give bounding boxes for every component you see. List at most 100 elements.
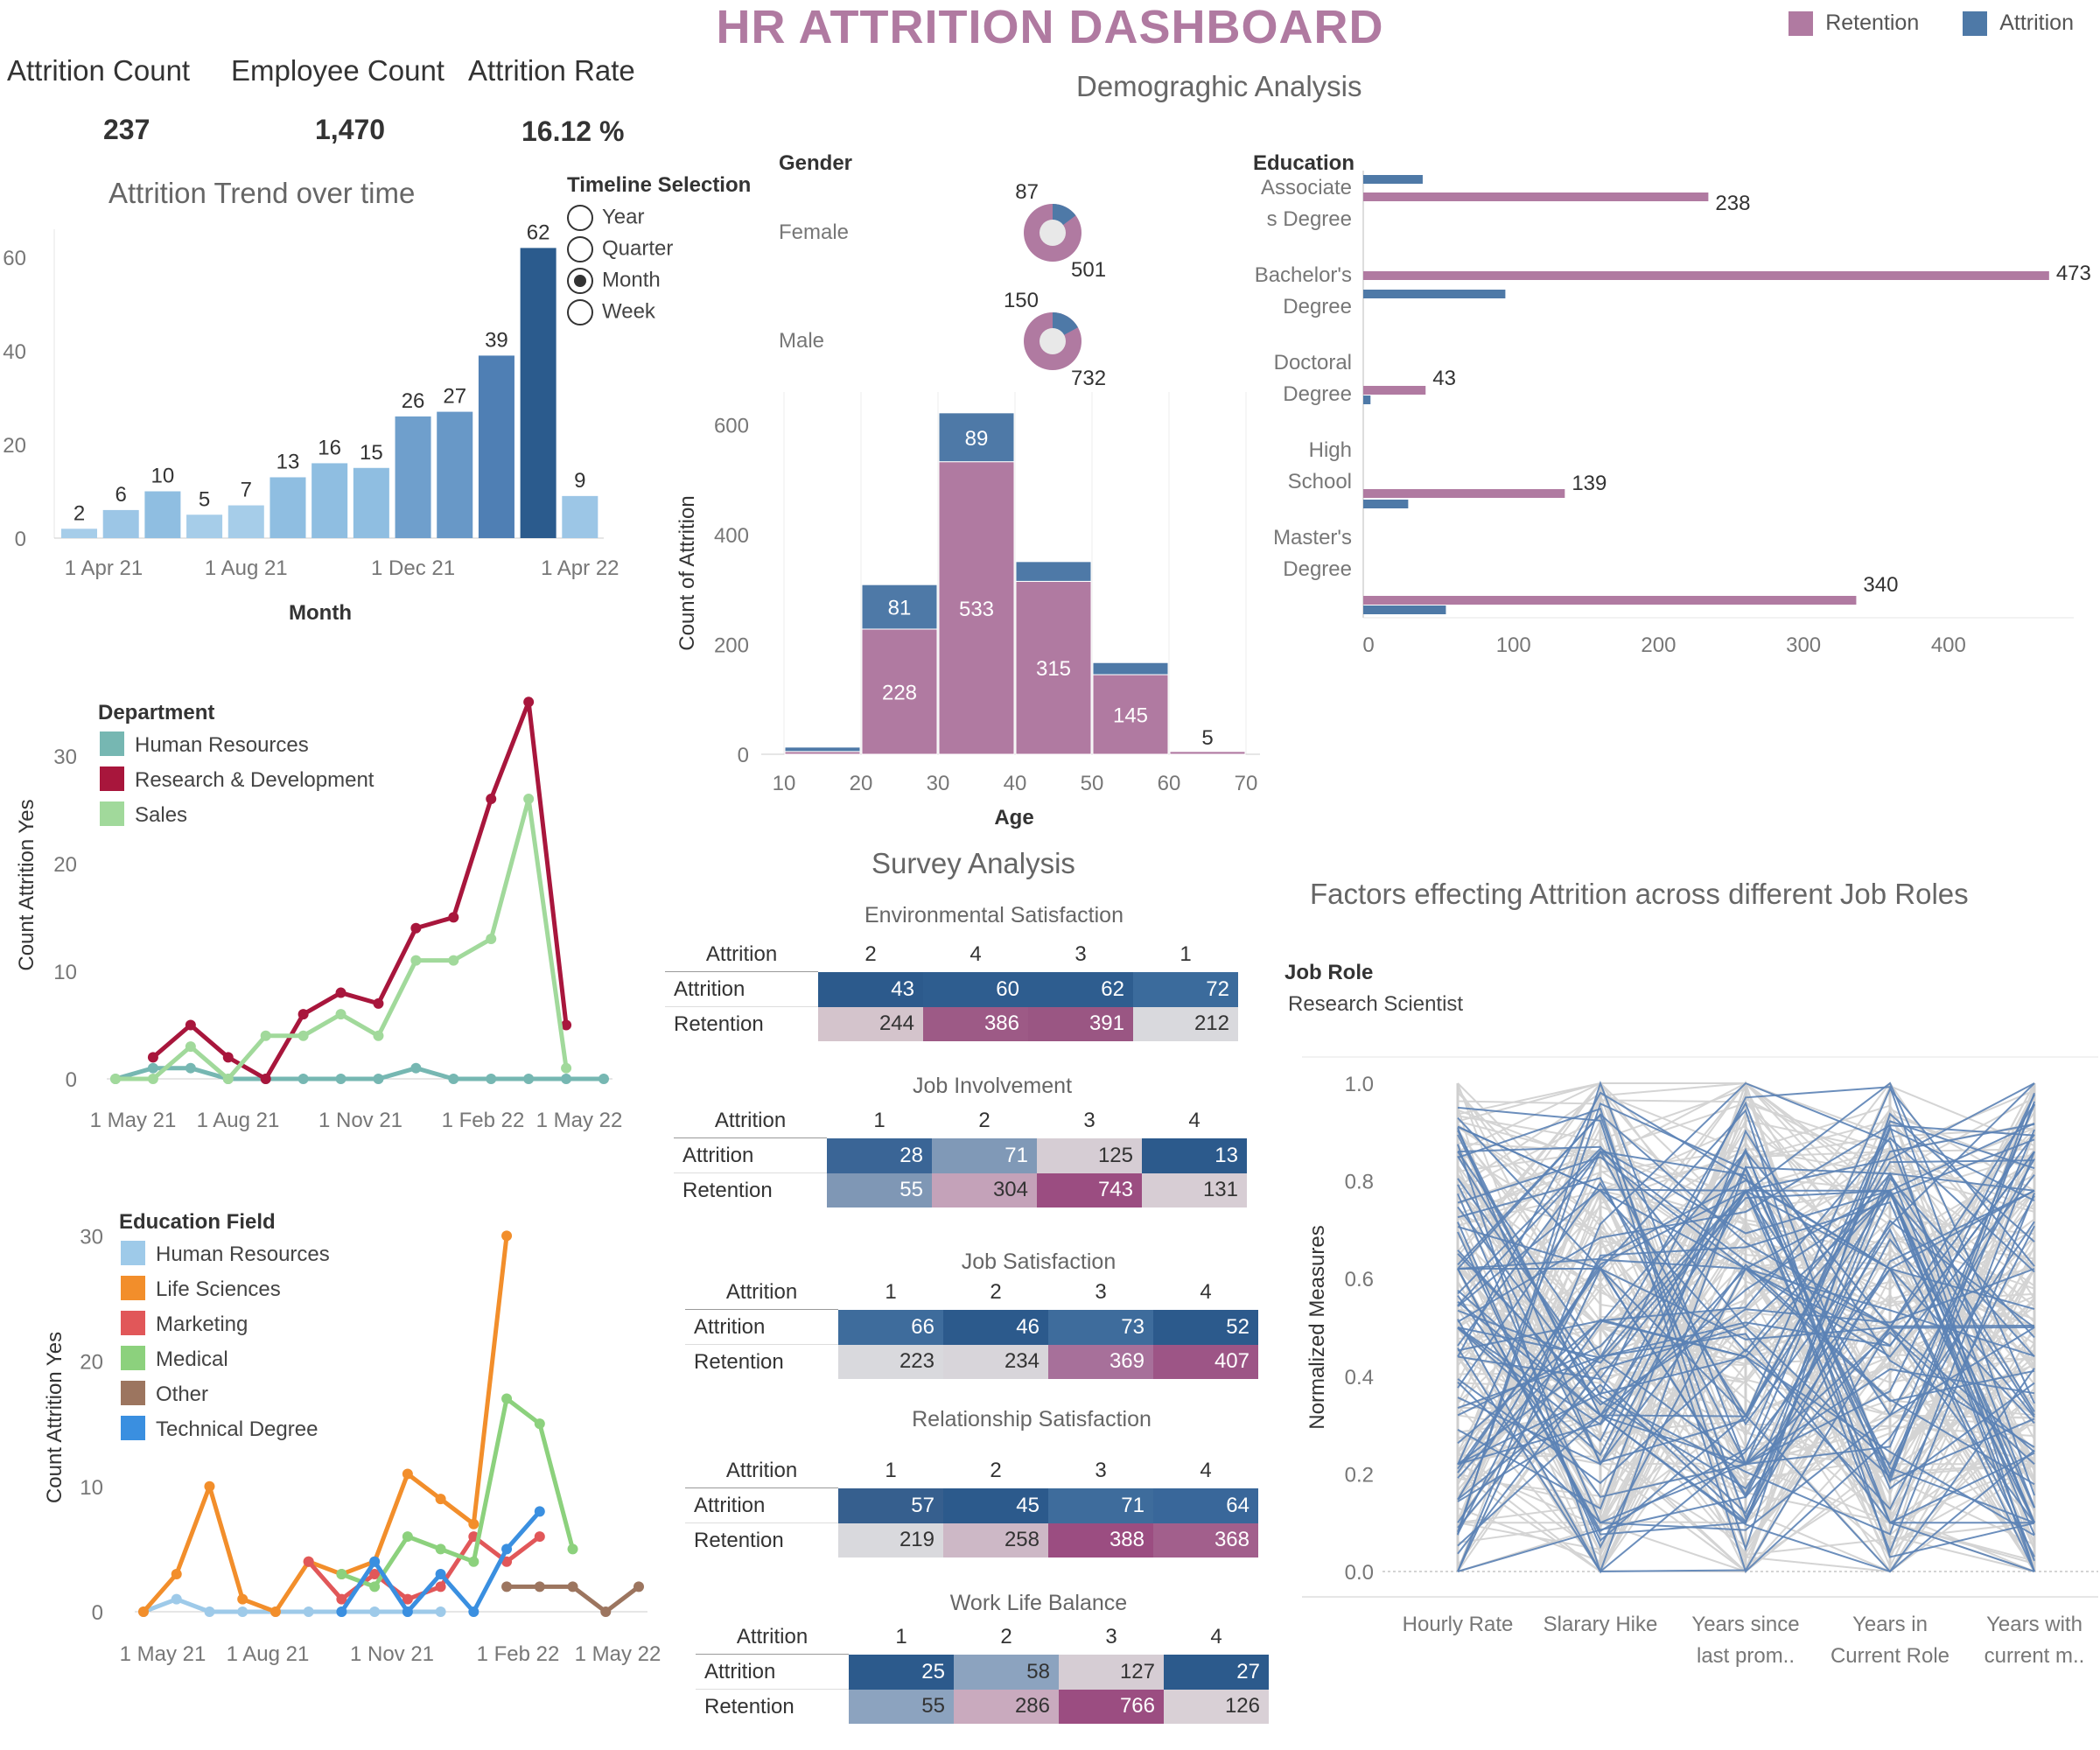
survey-cell[interactable]: 45 (943, 1488, 1048, 1523)
survey-cell[interactable]: 391 (1028, 1006, 1133, 1041)
survey-cell[interactable]: 407 (1153, 1344, 1258, 1379)
survey-cell[interactable]: 127 (1059, 1654, 1164, 1690)
survey-header-label: Attrition (696, 1620, 849, 1655)
survey-cell[interactable]: 58 (954, 1654, 1059, 1690)
survey-cell[interactable]: 125 (1037, 1138, 1142, 1173)
survey-cell[interactable]: 766 (1059, 1689, 1164, 1724)
survey-cell[interactable]: 60 (923, 971, 1028, 1007)
education-field-point (435, 1569, 446, 1580)
survey-cell[interactable]: 212 (1133, 1006, 1238, 1041)
department-point (147, 1062, 158, 1074)
department-point (486, 794, 497, 805)
survey-cell[interactable]: 46 (943, 1309, 1048, 1345)
survey-cell[interactable]: 73 (1048, 1309, 1153, 1345)
survey-cell[interactable]: 369 (1048, 1344, 1153, 1379)
education-field-legend-title: Education Field (119, 1210, 276, 1234)
department-point (222, 1074, 234, 1084)
parallel-line-attrition (1457, 1129, 2035, 1485)
survey-cell[interactable]: 234 (943, 1344, 1048, 1379)
survey-header-label: Attrition (674, 1104, 827, 1138)
education-x-tick: 200 (1641, 634, 1676, 657)
radio-circle[interactable] (567, 236, 593, 262)
job-role-filter[interactable]: Research Scientist (1288, 992, 1464, 1016)
gender-donut-hole (1040, 328, 1066, 354)
survey-cell[interactable]: 52 (1153, 1309, 1258, 1345)
department-point (260, 1074, 271, 1084)
survey-cell[interactable]: 64 (1153, 1488, 1258, 1523)
survey-col-header: 4 (1200, 1459, 1212, 1483)
survey-cell[interactable]: 368 (1153, 1522, 1258, 1558)
age-attrition-bar (1015, 561, 1092, 582)
legend-attrition[interactable]: Attrition (1963, 10, 2074, 37)
education-field-x-tick: 1 May 21 (120, 1642, 206, 1666)
age-x-tick: 40 (1004, 772, 1027, 795)
education-field-point (237, 1593, 248, 1605)
survey-cell[interactable]: 258 (943, 1522, 1048, 1558)
radio-circle[interactable] (567, 268, 593, 294)
survey-cell[interactable]: 72 (1133, 971, 1238, 1007)
survey-col-header: 3 (1105, 1625, 1117, 1649)
parallel-y-tick: 0.2 (1345, 1463, 1374, 1487)
education-data-label: 238 (1715, 192, 1750, 215)
education-field-y-tick: 20 (80, 1351, 103, 1375)
radio-circle[interactable] (567, 205, 593, 231)
survey-cell[interactable]: 57 (838, 1488, 943, 1523)
timeline-option-quarter[interactable]: Quarter (567, 236, 673, 268)
survey-cell[interactable]: 55 (827, 1172, 932, 1208)
survey-cell[interactable]: 219 (838, 1522, 943, 1558)
department-legend-title: Department (98, 701, 214, 724)
education-field-x-tick: 1 Aug 21 (227, 1642, 310, 1666)
department-point (410, 955, 422, 966)
survey-cell[interactable]: 126 (1164, 1689, 1269, 1724)
education-field-legend-label: Marketing (156, 1312, 248, 1336)
survey-row-label: Attrition (685, 1488, 838, 1523)
survey-cell[interactable]: 28 (827, 1138, 932, 1173)
survey-cell[interactable]: 25 (849, 1654, 954, 1690)
education-data-label: 43 (1432, 367, 1456, 390)
survey-col-header: 4 (1210, 1625, 1222, 1649)
survey-title-2: Job Satisfaction (961, 1250, 1116, 1274)
survey-cell[interactable]: 131 (1142, 1172, 1247, 1208)
department-point (448, 1074, 459, 1084)
education-field-point (468, 1556, 480, 1567)
survey-cell[interactable]: 244 (818, 1006, 923, 1041)
parallel-line-attrition (1457, 1082, 2035, 1426)
legend-retention[interactable]: Retention (1788, 10, 1919, 37)
survey-cell[interactable]: 388 (1048, 1522, 1153, 1558)
survey-row-label: Retention (682, 1178, 773, 1202)
timeline-option-year[interactable]: Year (567, 205, 673, 236)
survey-cell[interactable]: 66 (838, 1309, 943, 1345)
survey-cell[interactable]: 223 (838, 1344, 943, 1379)
survey-cell[interactable]: 71 (1048, 1488, 1153, 1523)
timeline-option-month[interactable]: Month (567, 268, 673, 299)
education-data-label: 473 (2056, 262, 2091, 285)
parallel-axis-label: Years with (1986, 1613, 2082, 1636)
survey-cell[interactable]: 304 (932, 1172, 1037, 1208)
survey-cell[interactable]: 286 (954, 1689, 1059, 1724)
survey-cell[interactable]: 43 (818, 971, 923, 1007)
factors-title: Factors effecting Attrition across diffe… (1310, 878, 1969, 910)
survey-cell[interactable]: 27 (1164, 1654, 1269, 1690)
age-y-tick: 0 (738, 744, 749, 767)
timeline-option-week[interactable]: Week (567, 299, 673, 331)
education-data-label: 139 (1572, 472, 1606, 495)
department-series-line (116, 796, 569, 1082)
parallel-line-attrition (1457, 1193, 2035, 1531)
survey-cell[interactable]: 386 (923, 1006, 1028, 1041)
department-point (260, 1030, 271, 1041)
department-y-tick: 0 (66, 1068, 77, 1092)
survey-cell[interactable]: 62 (1028, 971, 1133, 1007)
education-field-point (501, 1556, 513, 1567)
education-field-point (303, 1556, 314, 1567)
survey-cell[interactable]: 71 (932, 1138, 1037, 1173)
survey-row-label: Attrition (665, 971, 818, 1007)
education-x-tick: 300 (1786, 634, 1821, 657)
radio-circle[interactable] (567, 299, 593, 326)
survey-cell[interactable]: 55 (849, 1689, 954, 1724)
timeline-option-label: Quarter (602, 236, 674, 261)
parallel-line-attrition (1457, 1147, 2035, 1524)
survey-cell[interactable]: 743 (1037, 1172, 1142, 1208)
survey-cell[interactable]: 13 (1142, 1138, 1247, 1173)
trend-bar (312, 463, 348, 538)
parallel-line-attrition (1457, 1267, 2035, 1426)
